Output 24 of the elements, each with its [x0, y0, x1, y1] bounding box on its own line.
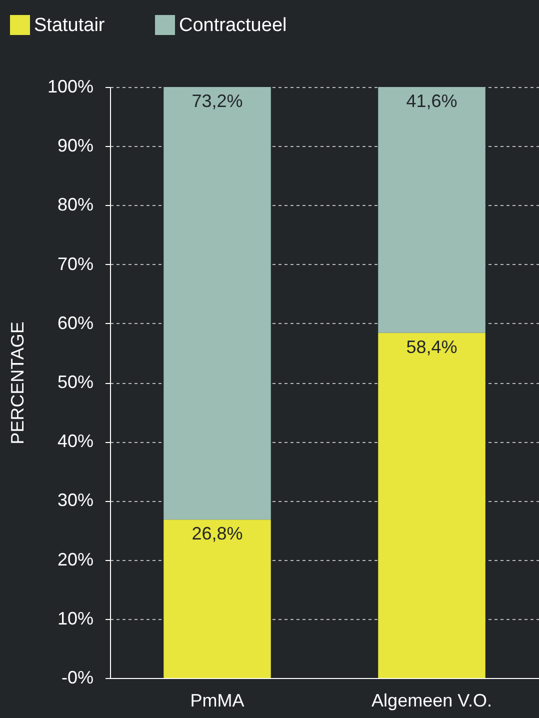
data-label: 58,4%: [406, 336, 458, 357]
legend-label: Contractueel: [179, 15, 287, 36]
y-tick-label: 70%: [57, 254, 94, 274]
bar: [164, 520, 271, 678]
bar: [378, 87, 486, 333]
y-tick-label: -0%: [61, 668, 94, 688]
data-label: 41,6%: [406, 91, 458, 111]
x-tick-label: Algemeen V.O.: [372, 690, 492, 710]
x-tick-label: PmMA: [190, 690, 244, 710]
y-axis-title: PERCENTAGE: [7, 322, 28, 444]
bar: [378, 332, 486, 678]
y-tick-label: 90%: [57, 136, 94, 156]
legend-label: Statutair: [34, 15, 106, 36]
y-tick-label: 80%: [57, 194, 94, 215]
bar: [164, 87, 271, 520]
y-tick-label: 60%: [57, 312, 94, 333]
data-label: 73,2%: [192, 91, 243, 111]
data-label: 26,8%: [192, 524, 243, 544]
y-tick-label: 30%: [57, 490, 94, 510]
y-tick-label: 50%: [57, 372, 94, 392]
y-tick-label: 100%: [47, 76, 94, 96]
y-tick-label: 40%: [57, 431, 94, 452]
y-tick-label: 10%: [57, 608, 94, 628]
y-tick-label: 20%: [57, 549, 94, 570]
